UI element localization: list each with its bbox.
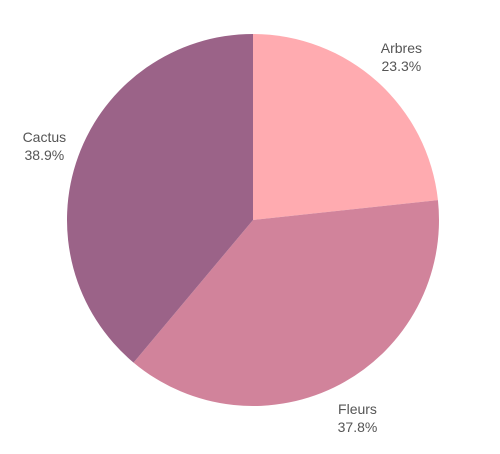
- pie-label-value: 37.8%: [338, 419, 378, 435]
- pie-label-cactus: Cactus 38.9%: [23, 129, 67, 163]
- pie-slice-fleurs[interactable]: [133, 200, 439, 406]
- pie-labels: Arbres 23.3% Fleurs 37.8% Cactus 38.9%: [23, 40, 422, 435]
- pie-label-fleurs: Fleurs 37.8%: [338, 401, 378, 435]
- pie-label-name: Fleurs: [338, 401, 377, 417]
- pie-slice-cactus[interactable]: [67, 34, 253, 363]
- pie-label-value: 23.3%: [382, 58, 422, 74]
- pie-label-name: Cactus: [23, 129, 67, 145]
- pie-label-arbres: Arbres 23.3%: [381, 40, 422, 74]
- pie-slices: [67, 34, 439, 406]
- pie-label-value: 38.9%: [25, 147, 65, 163]
- pie-label-name: Arbres: [381, 40, 422, 56]
- pie-slice-arbres[interactable]: [253, 34, 438, 220]
